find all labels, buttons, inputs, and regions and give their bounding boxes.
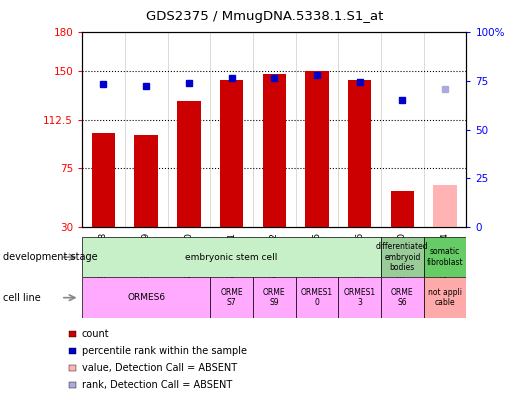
Bar (423, 237, 466, 277)
Text: rank, Detection Call = ABSENT: rank, Detection Call = ABSENT (82, 380, 232, 390)
Text: ORME
S6: ORME S6 (391, 288, 414, 307)
Text: GDS2375 / MmugDNA.5338.1.S1_at: GDS2375 / MmugDNA.5338.1.S1_at (146, 10, 384, 23)
Text: count: count (82, 329, 109, 339)
Bar (296, 277, 338, 318)
Text: development stage: development stage (3, 252, 98, 262)
Text: embryonic stem cell: embryonic stem cell (186, 253, 278, 262)
Text: cell line: cell line (3, 293, 40, 303)
Bar (381, 277, 423, 318)
Bar (391, 190, 414, 227)
Bar (177, 101, 201, 227)
Text: ORME
S9: ORME S9 (263, 288, 286, 307)
Bar (210, 277, 253, 318)
Bar (305, 71, 329, 227)
Text: ORMES6: ORMES6 (127, 293, 165, 302)
Bar (381, 237, 423, 277)
Text: not appli
cable: not appli cable (428, 288, 462, 307)
Text: differentiated
embryoid
bodies: differentiated embryoid bodies (376, 242, 429, 272)
Bar (82, 277, 210, 318)
Bar (348, 80, 372, 227)
Text: somatic
fibroblast: somatic fibroblast (427, 247, 463, 267)
Bar (92, 134, 115, 227)
Bar (338, 277, 381, 318)
Bar (253, 277, 296, 318)
Text: ORMES1
0: ORMES1 0 (301, 288, 333, 307)
Text: ORME
S7: ORME S7 (220, 288, 243, 307)
Bar (434, 185, 457, 227)
Bar (423, 277, 466, 318)
Text: value, Detection Call = ABSENT: value, Detection Call = ABSENT (82, 363, 237, 373)
Bar (220, 80, 243, 227)
Bar (135, 135, 158, 227)
Bar (262, 74, 286, 227)
Text: percentile rank within the sample: percentile rank within the sample (82, 346, 246, 356)
Text: ORMES1
3: ORMES1 3 (343, 288, 376, 307)
Bar (82, 237, 381, 277)
